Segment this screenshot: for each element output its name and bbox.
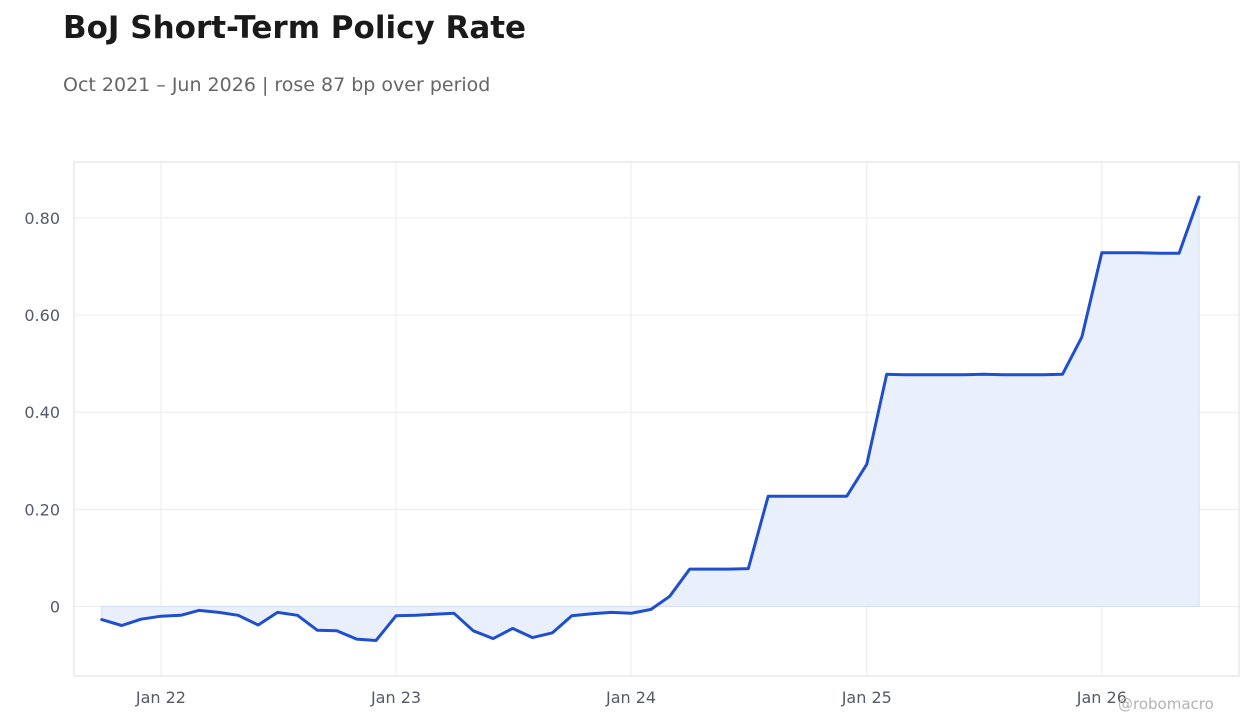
y-tick-label: 0 <box>50 598 60 617</box>
x-tick-label: Jan 22 <box>135 688 186 707</box>
chart-title: BoJ Short-Term Policy Rate <box>63 10 527 46</box>
rate-line <box>100 195 1201 642</box>
watermark: @robomacro <box>1118 695 1214 713</box>
y-tick-label: 0.60 <box>24 306 60 325</box>
y-axis: 0 0.20 0.40 0.60 0.80 <box>24 209 60 617</box>
x-tick-label: Jan 25 <box>841 688 892 707</box>
x-tick-label: Jan 23 <box>370 688 421 707</box>
chart-subtitle: Oct 2021 – Jun 2026 | rose 87 bp over pe… <box>63 74 491 96</box>
x-tick-label: Jan 26 <box>1076 688 1127 707</box>
y-tick-label: 0.40 <box>24 403 60 422</box>
y-tick-label: 0.80 <box>24 209 60 228</box>
rate-area-fill <box>101 196 1200 642</box>
plot-frame <box>73 161 1240 677</box>
y-tick-label: 0.20 <box>24 500 60 519</box>
x-tick-label: Jan 24 <box>605 688 656 707</box>
x-axis: Jan 22 Jan 23 Jan 24 Jan 25 Jan 26 <box>135 688 1127 707</box>
